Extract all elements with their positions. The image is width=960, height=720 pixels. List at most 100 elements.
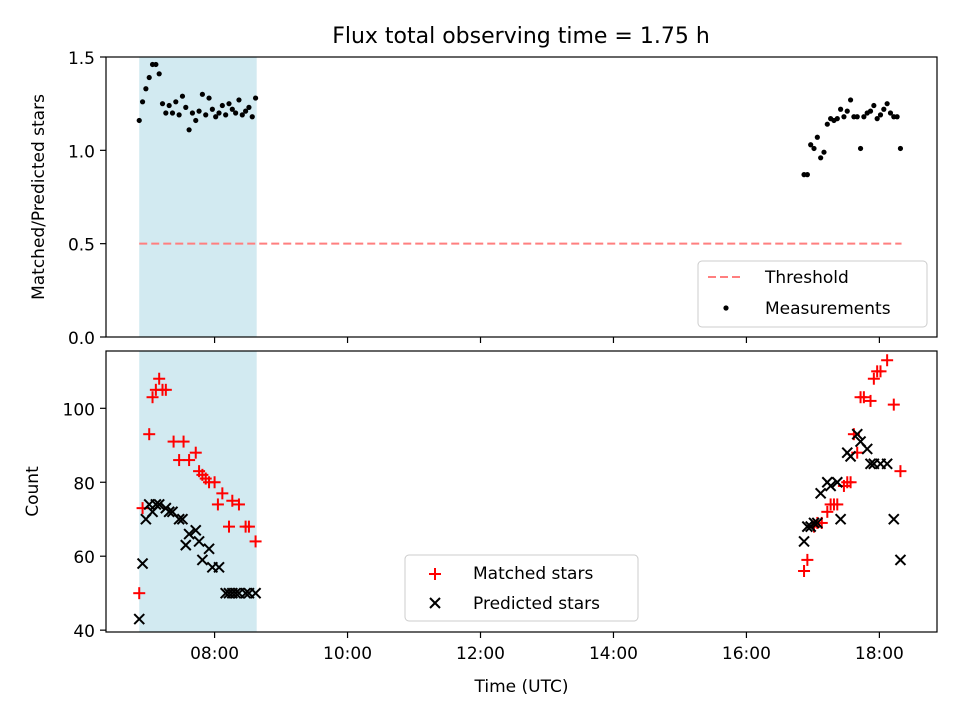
predicted-star-point — [894, 554, 907, 566]
predicted-star-point — [183, 528, 195, 540]
predicted-star-point — [834, 513, 847, 525]
shaded-span — [139, 57, 257, 337]
predicted-star-point — [173, 513, 185, 525]
y-tick-label: 1.0 — [68, 142, 95, 162]
measurement-point — [236, 97, 242, 103]
matched-star-point — [189, 446, 202, 459]
predicted-star-point — [196, 554, 209, 566]
legend: Matched stars Predicted stars — [404, 554, 639, 622]
matched-star-point — [208, 476, 221, 489]
predicted-star-point — [239, 587, 252, 599]
measurement-point — [173, 99, 179, 105]
measurement-point — [897, 145, 904, 152]
measurement-point — [894, 114, 900, 120]
measurement-point — [243, 108, 249, 114]
measurement-point — [233, 110, 239, 116]
predicted-star-point — [180, 539, 192, 551]
matched-star-point — [801, 553, 814, 566]
measurement-point — [821, 149, 827, 155]
y-tick-label: 1.5 — [68, 49, 95, 69]
predicted-star-point — [193, 535, 205, 548]
measurement-point — [166, 102, 172, 109]
figure-title: Flux total observing time = 1.75 h — [332, 24, 710, 49]
measurement-point — [143, 86, 149, 92]
measurement-point — [838, 106, 844, 112]
measurement-point — [199, 91, 205, 97]
predicted-star-point — [864, 458, 877, 470]
predicted-star-point — [150, 498, 162, 511]
predicted-star-point — [801, 520, 814, 533]
measurement-point — [818, 155, 824, 161]
measurement-point — [246, 104, 252, 110]
measurement-point — [844, 108, 850, 114]
measurement-point — [834, 116, 840, 122]
predicted-star-point — [176, 513, 189, 525]
predicted-star-point — [881, 458, 893, 470]
x-tick-label: 18:00 — [855, 644, 904, 664]
measurement-point — [183, 104, 189, 110]
legend-entry-predicted: Predicted stars — [429, 594, 600, 614]
legend: Threshold Measurements — [697, 260, 928, 328]
x-tick-label: 16:00 — [722, 644, 771, 664]
matched-star-point — [133, 587, 146, 600]
legend-box — [404, 554, 639, 622]
predicted-star-point — [249, 587, 262, 599]
measurement-point — [169, 110, 176, 116]
measurement-point — [854, 114, 860, 120]
y-tick-label: 80 — [73, 474, 95, 494]
matched-star-point — [857, 391, 870, 404]
matched-star-point — [153, 372, 166, 385]
legend-entry-threshold: Threshold — [708, 268, 849, 288]
measurement-point — [811, 145, 817, 152]
predicted-star-point — [808, 517, 820, 529]
measurement-point — [887, 110, 894, 116]
axes-frame — [105, 56, 938, 338]
measurement-point — [209, 106, 215, 112]
measurement-point — [139, 99, 146, 105]
measurement-point — [193, 117, 199, 124]
matched-star-point — [242, 520, 255, 533]
matched-star-point — [159, 383, 172, 396]
axes-frame — [105, 350, 938, 633]
measurement-point — [884, 101, 890, 107]
measurement-point — [153, 61, 159, 68]
x-tick-label: 08:00 — [190, 644, 239, 664]
predicted-star-point — [213, 561, 225, 574]
measurement-point — [814, 134, 820, 140]
measurement-point — [824, 121, 830, 127]
matched-star-point — [821, 505, 834, 518]
predicted-star-point — [190, 524, 202, 537]
measurement-point — [871, 102, 877, 109]
y-axis-label: Count — [23, 466, 43, 517]
predicted-star-point — [798, 535, 810, 548]
measurement-point — [189, 110, 196, 116]
measurement-point — [156, 71, 162, 77]
measurement-point — [808, 142, 814, 148]
predicted-star-point — [163, 506, 175, 518]
matched-star-point — [177, 435, 190, 448]
measurement-point — [847, 97, 854, 103]
measurement-point — [223, 112, 229, 118]
measurement-point — [861, 114, 867, 120]
matched-star-point — [864, 394, 877, 407]
matched-star-point — [844, 476, 857, 489]
matched-star-point — [874, 365, 887, 378]
y-tick-label: 60 — [73, 548, 95, 568]
y-axis-label: Matched/Predicted stars — [29, 94, 49, 300]
matched-star-point — [232, 498, 245, 511]
measurement-point — [163, 110, 169, 116]
matched-star-point — [798, 564, 811, 577]
legend-measurements-swatch — [723, 305, 729, 311]
measurement-point — [249, 114, 255, 120]
measurement-point — [804, 172, 810, 178]
measurement-point — [877, 112, 884, 118]
predicted-star-point — [844, 450, 857, 463]
predicted-star-point — [811, 517, 824, 529]
matched-star-point — [183, 454, 196, 467]
measurement-point — [206, 95, 212, 101]
predicted-star-point — [888, 513, 900, 525]
predicted-star-point — [851, 428, 863, 440]
matched-star-point — [143, 428, 156, 441]
predicted-star-point — [831, 476, 843, 488]
